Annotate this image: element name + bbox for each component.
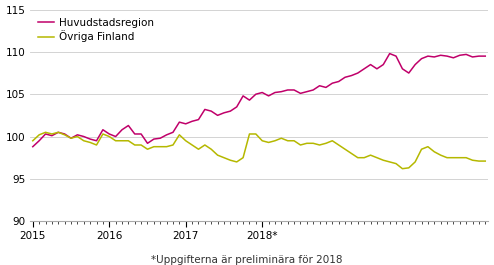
Huvudstadsregion — [93, 139, 99, 142]
Övriga Finland — [400, 167, 406, 170]
Legend: Huvudstadsregion, Övriga Finland: Huvudstadsregion, Övriga Finland — [35, 15, 157, 46]
Övriga Finland — [457, 156, 463, 159]
Huvudstadsregion — [30, 145, 36, 148]
Line: Övriga Finland: Övriga Finland — [33, 132, 485, 169]
Text: *Uppgifterna är preliminära för 2018: *Uppgifterna är preliminära för 2018 — [151, 255, 343, 265]
Huvudstadsregion — [482, 55, 488, 58]
Huvudstadsregion — [138, 132, 144, 136]
Övriga Finland — [342, 148, 348, 151]
Övriga Finland — [291, 139, 297, 142]
Huvudstadsregion — [285, 89, 290, 92]
Huvudstadsregion — [183, 122, 189, 125]
Övriga Finland — [100, 132, 106, 136]
Övriga Finland — [323, 142, 329, 145]
Övriga Finland — [189, 143, 195, 147]
Line: Huvudstadsregion: Huvudstadsregion — [33, 54, 485, 147]
Övriga Finland — [30, 139, 36, 142]
Huvudstadsregion — [317, 84, 323, 87]
Huvudstadsregion — [387, 52, 393, 55]
Övriga Finland — [482, 160, 488, 163]
Huvudstadsregion — [336, 80, 342, 83]
Övriga Finland — [42, 131, 48, 134]
